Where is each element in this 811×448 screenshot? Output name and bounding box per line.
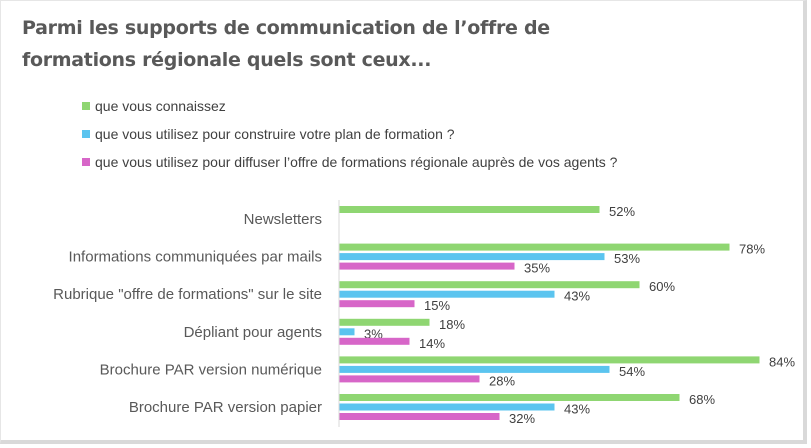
bar-brochure-par-version-papier-series-2 (339, 403, 555, 411)
bar-brochure-par-version-papier-series-3 (339, 413, 500, 420)
bar-newsletters-series-1 (339, 206, 600, 213)
category-label-brochure-par-version-papier: Brochure PAR version papier (129, 399, 322, 416)
bar-rubrique-offre-de-formations-sur-le-site-series-3 (339, 300, 415, 308)
bar-depliant-pour-agents-series-1 (339, 318, 430, 326)
data-label-depliant-pour-agents-series-3: 14% (419, 336, 445, 351)
data-label-informations-communiquees-par-mails-series-3: 35% (524, 261, 550, 276)
bar-rubrique-offre-de-formations-sur-le-site-series-2 (339, 290, 555, 298)
bar-rubrique-offre-de-formations-sur-le-site-series-1 (339, 281, 640, 289)
data-label-brochure-par-version-numerique-series-3: 28% (489, 373, 515, 388)
category-label-brochure-par-version-numerique: Brochure PAR version numérique (100, 361, 322, 378)
bar-brochure-par-version-numerique-series-2 (339, 365, 610, 373)
chart-legend: que vous connaissez que vous utilisez po… (82, 92, 617, 176)
legend-label-known: que vous connaissez (95, 98, 226, 114)
bar-informations-communiquees-par-mails-series-1 (339, 243, 730, 251)
legend-label-diffuse: que vous utilisez pour diffuser l’offre … (95, 154, 618, 170)
data-label-rubrique-offre-de-formations-sur-le-site-series-1: 60% (649, 279, 675, 294)
bar-brochure-par-version-numerique-series-1 (339, 356, 760, 364)
category-label-newsletters: Newsletters (244, 211, 322, 228)
legend-swatch-plan (82, 130, 90, 138)
category-label-depliant-pour-agents: Dépliant pour agents (184, 324, 322, 341)
data-label-brochure-par-version-papier-series-2: 43% (564, 402, 590, 417)
data-label-rubrique-offre-de-formations-sur-le-site-series-3: 15% (424, 298, 450, 313)
legend-swatch-known (82, 102, 90, 110)
chart-title: Parmi les supports de communication de l… (22, 12, 622, 76)
data-label-brochure-par-version-numerique-series-2: 54% (619, 364, 645, 379)
chart-title-line-1: Parmi les supports de communication de l… (22, 17, 550, 39)
data-label-rubrique-offre-de-formations-sur-le-site-series-2: 43% (564, 289, 590, 304)
bar-informations-communiquees-par-mails-series-3 (339, 262, 515, 270)
legend-swatch-diffuse (82, 158, 90, 166)
bar-depliant-pour-agents-series-3 (339, 337, 410, 345)
bar-brochure-par-version-papier-series-1 (339, 394, 680, 401)
data-label-brochure-par-version-numerique-series-1: 84% (769, 354, 795, 369)
data-label-newsletters-series-1: 52% (609, 204, 635, 219)
data-label-brochure-par-version-papier-series-1: 68% (689, 392, 715, 407)
legend-item-known: que vous connaissez (82, 92, 617, 120)
data-label-brochure-par-version-papier-series-3: 32% (509, 411, 535, 426)
bar-brochure-par-version-numerique-series-3 (339, 375, 480, 383)
legend-item-diffuse: que vous utilisez pour diffuser l’offre … (82, 148, 617, 176)
data-label-depliant-pour-agents-series-2: 3% (364, 326, 383, 341)
bar-depliant-pour-agents-series-2 (339, 328, 355, 336)
legend-item-plan: que vous utilisez pour construire votre … (82, 120, 617, 148)
data-label-informations-communiquees-par-mails-series-2: 53% (614, 251, 640, 266)
data-label-informations-communiquees-par-mails-series-1: 78% (739, 242, 765, 257)
bar-informations-communiquees-par-mails-series-2 (339, 253, 605, 261)
legend-label-plan: que vous utilisez pour construire votre … (95, 126, 455, 142)
data-label-depliant-pour-agents-series-1: 18% (439, 317, 465, 332)
category-label-rubrique-offre-de-formations-sur-le-site: Rubrique "offre de formations" sur le si… (53, 286, 322, 303)
chart-title-line-2: formations régionale quels sont ceux... (22, 49, 432, 71)
category-label-informations-communiquees-par-mails: Informations communiquées par mails (69, 249, 322, 266)
